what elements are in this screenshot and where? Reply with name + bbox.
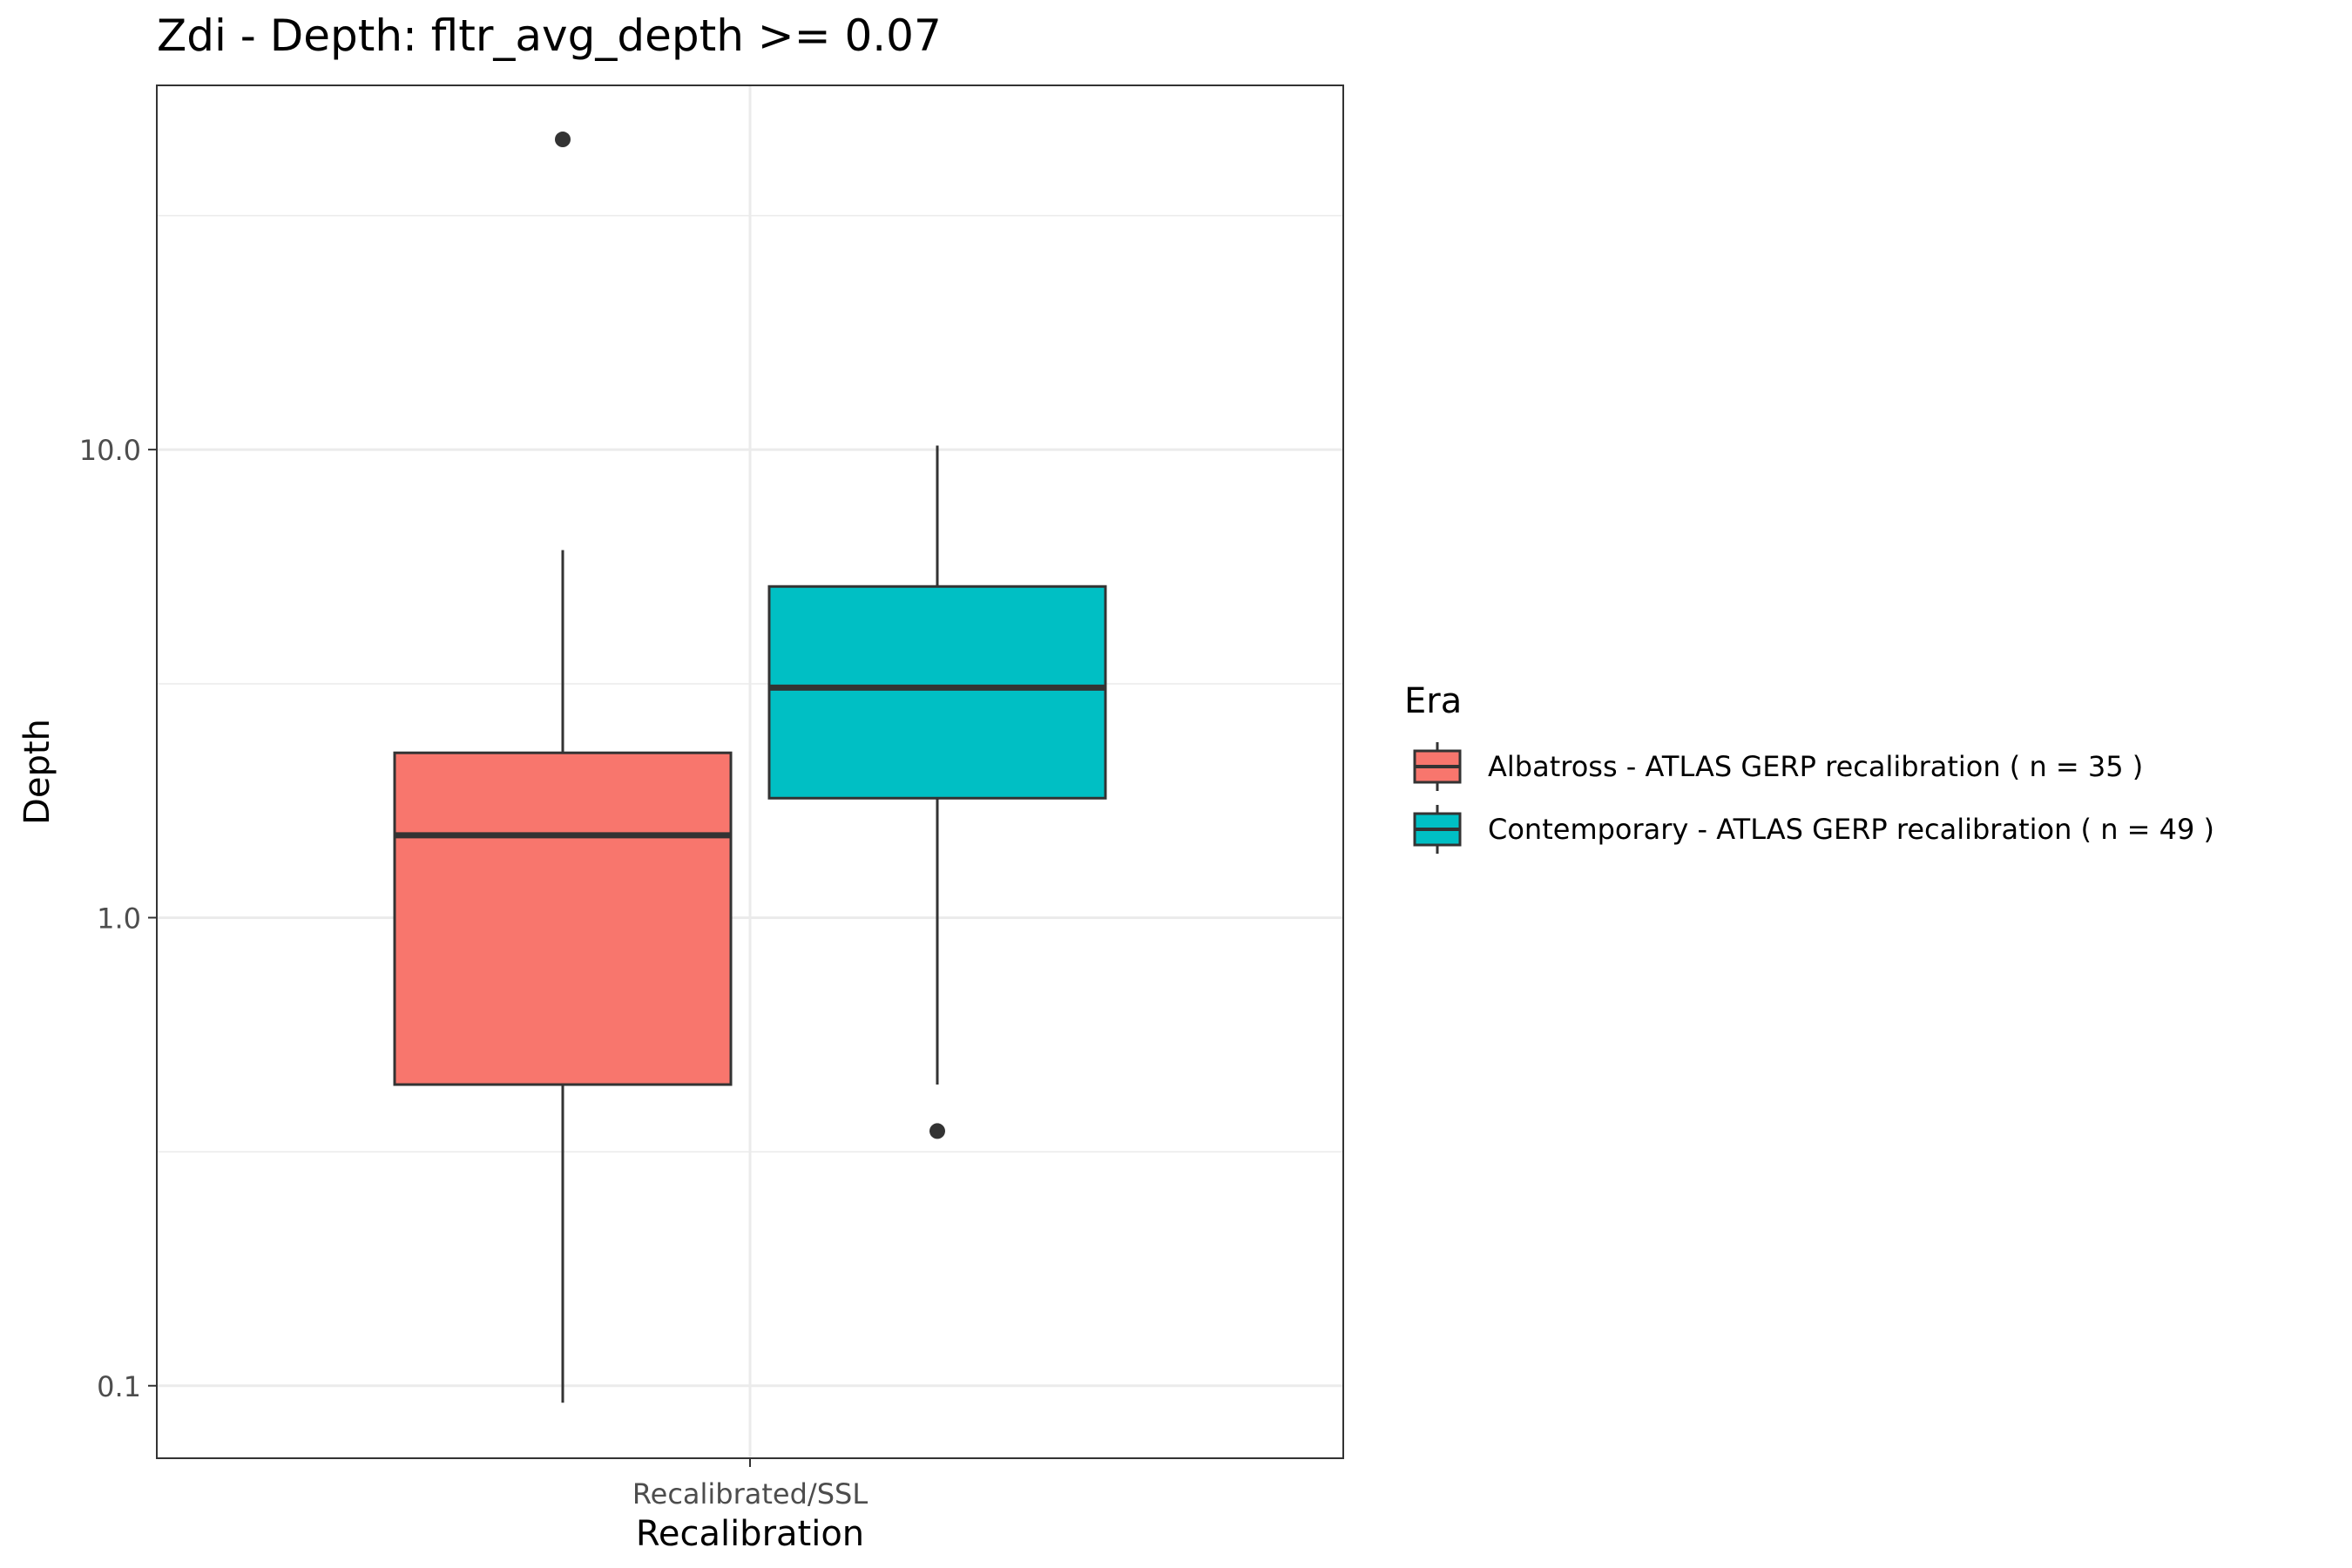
legend-keys: Albatross - ATLAS GERP recalibration ( n… xyxy=(1413,742,2214,854)
chart-title: Zdi - Depth: fltr_avg_depth >= 0.07 xyxy=(157,10,942,61)
legend: Era Albatross - ATLAS GERP recalibration… xyxy=(1404,681,2214,854)
y-axis-label: Depth xyxy=(17,719,57,825)
axes: 0.1 1.0 10.0 Recalibrated/SSL xyxy=(79,434,868,1511)
legend-label: Contemporary - ATLAS GERP recalibration … xyxy=(1488,813,2214,846)
box-contemporary xyxy=(767,445,1107,1139)
y-tick-label: 10.0 xyxy=(79,434,141,467)
x-tick-label: Recalibrated/SSL xyxy=(632,1477,868,1511)
boxes xyxy=(393,132,1107,1403)
iqr-box xyxy=(393,751,733,1086)
box-albatross xyxy=(393,132,733,1403)
outlier-point xyxy=(555,132,571,148)
y-tick-label: 1.0 xyxy=(97,902,141,935)
outlier-point xyxy=(929,1123,945,1139)
legend-item: Albatross - ATLAS GERP recalibration ( n… xyxy=(1413,742,2143,791)
legend-item: Contemporary - ATLAS GERP recalibration … xyxy=(1413,805,2214,854)
iqr-box xyxy=(767,585,1107,800)
y-tick-label: 0.1 xyxy=(97,1370,141,1403)
grid-lines xyxy=(157,85,1343,1458)
legend-label: Albatross - ATLAS GERP recalibration ( n… xyxy=(1488,750,2143,783)
x-axis-label: Recalibration xyxy=(636,1514,864,1554)
legend-title: Era xyxy=(1404,681,1462,721)
